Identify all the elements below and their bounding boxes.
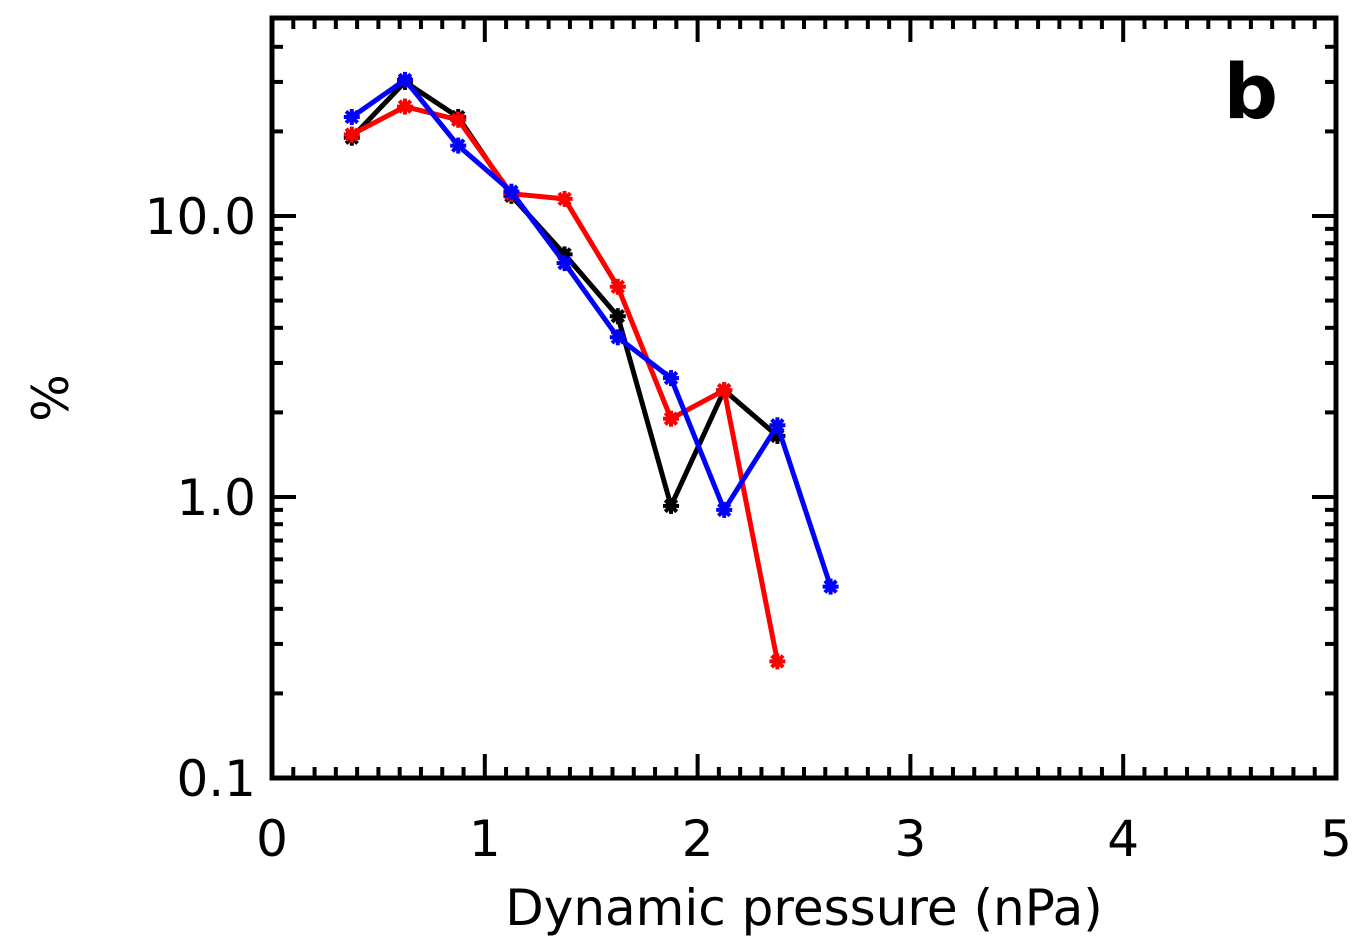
series-point-2 <box>663 370 679 387</box>
x-tick-label: 1 <box>469 810 501 868</box>
series-point-1 <box>343 126 360 143</box>
series-point-1 <box>556 190 573 207</box>
marker-stroke <box>557 255 572 271</box>
series-point-1 <box>450 111 467 128</box>
marker-stroke <box>451 138 466 153</box>
y-axis-label: % <box>22 374 80 422</box>
series-point-2 <box>822 578 839 595</box>
marker-stroke <box>717 502 732 518</box>
marker-stroke <box>610 309 625 324</box>
marker-stroke <box>610 330 625 345</box>
marker-stroke <box>663 498 679 514</box>
series-layer <box>343 71 839 670</box>
series-point-2 <box>609 329 626 346</box>
x-tick-label: 2 <box>682 810 714 868</box>
series-point-1 <box>716 382 733 399</box>
series-line-2 <box>350 76 833 588</box>
marker-stroke <box>663 411 679 426</box>
series-point-2 <box>769 417 786 434</box>
series-point-1 <box>663 410 679 427</box>
marker-stroke <box>504 184 519 199</box>
marker-stroke <box>397 72 413 88</box>
series-point-1 <box>769 653 786 670</box>
marker-stroke <box>397 99 413 114</box>
x-axis-label: Dynamic pressure (nPa) <box>505 879 1103 937</box>
x-tick-label: 5 <box>1320 810 1352 868</box>
marker-stroke <box>770 418 785 433</box>
y-tick-labels: 0.1 1.0 10.0 <box>145 188 256 808</box>
panel-label: b <box>1224 47 1278 136</box>
series-point-2 <box>397 71 413 88</box>
y-tick-label: 10.0 <box>145 188 256 246</box>
plot-frame <box>269 15 1339 781</box>
series-point-2 <box>716 501 733 518</box>
series-point-2 <box>450 137 467 154</box>
marker-stroke <box>610 279 625 294</box>
marker-stroke <box>451 112 466 127</box>
marker-stroke <box>557 191 572 207</box>
series-point-1 <box>397 98 413 115</box>
x-tick-labels: 0 1 2 3 4 5 <box>256 810 1352 868</box>
y-tick-label: 1.0 <box>176 469 256 527</box>
series-point-0 <box>609 308 626 325</box>
series-point-2 <box>343 109 360 125</box>
series-point-2 <box>556 255 573 272</box>
x-tick-label: 0 <box>256 810 288 868</box>
marker-stroke <box>344 109 359 125</box>
y-tick-label: 0.1 <box>176 750 256 808</box>
marker-stroke <box>823 579 838 594</box>
series-point-0 <box>663 497 679 514</box>
marker-stroke <box>770 654 785 669</box>
series-point-1 <box>609 278 626 295</box>
x-tick-label: 3 <box>894 810 926 868</box>
marker-stroke <box>344 127 359 142</box>
series-point-2 <box>503 183 520 200</box>
marker-stroke <box>663 370 679 386</box>
x-tick-label: 4 <box>1107 810 1139 868</box>
marker-stroke <box>717 383 732 398</box>
